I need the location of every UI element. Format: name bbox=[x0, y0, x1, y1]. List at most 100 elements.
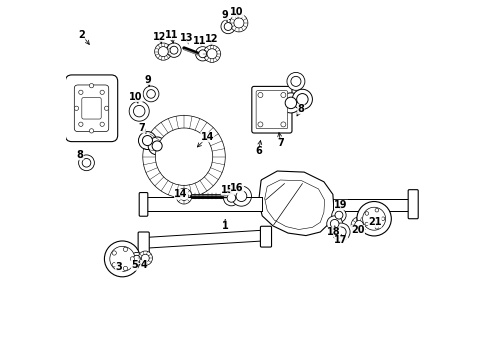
FancyBboxPatch shape bbox=[139, 193, 148, 216]
Circle shape bbox=[180, 192, 188, 201]
Text: 6: 6 bbox=[255, 146, 262, 156]
Circle shape bbox=[363, 207, 386, 230]
Circle shape bbox=[147, 90, 155, 98]
Text: 12: 12 bbox=[205, 35, 219, 44]
Circle shape bbox=[285, 97, 296, 109]
Text: 10: 10 bbox=[230, 7, 244, 17]
Text: 11: 11 bbox=[165, 30, 178, 40]
Circle shape bbox=[199, 50, 207, 58]
Circle shape bbox=[230, 14, 248, 32]
Circle shape bbox=[100, 90, 104, 94]
Circle shape bbox=[138, 251, 152, 265]
Circle shape bbox=[365, 212, 368, 215]
FancyBboxPatch shape bbox=[141, 197, 262, 211]
Circle shape bbox=[287, 72, 305, 90]
FancyBboxPatch shape bbox=[82, 98, 101, 119]
Circle shape bbox=[79, 122, 83, 126]
Circle shape bbox=[123, 247, 127, 252]
FancyBboxPatch shape bbox=[260, 226, 271, 247]
Circle shape bbox=[143, 116, 225, 198]
Circle shape bbox=[110, 246, 135, 271]
Circle shape bbox=[167, 43, 181, 57]
Circle shape bbox=[227, 194, 236, 202]
Circle shape bbox=[221, 19, 235, 34]
FancyBboxPatch shape bbox=[65, 75, 118, 141]
Text: 2: 2 bbox=[78, 30, 85, 40]
Circle shape bbox=[196, 46, 210, 61]
FancyBboxPatch shape bbox=[408, 190, 418, 219]
FancyBboxPatch shape bbox=[74, 85, 109, 132]
FancyBboxPatch shape bbox=[138, 232, 149, 254]
Circle shape bbox=[281, 122, 286, 127]
Circle shape bbox=[355, 221, 364, 229]
Circle shape bbox=[330, 220, 339, 228]
Circle shape bbox=[332, 208, 346, 222]
Circle shape bbox=[78, 155, 95, 171]
Circle shape bbox=[207, 49, 217, 59]
Circle shape bbox=[158, 46, 168, 57]
Circle shape bbox=[335, 211, 343, 219]
Text: 20: 20 bbox=[351, 225, 365, 235]
Text: 12: 12 bbox=[153, 32, 167, 41]
Text: 14: 14 bbox=[174, 189, 188, 199]
Circle shape bbox=[281, 93, 286, 98]
Circle shape bbox=[365, 222, 368, 226]
Circle shape bbox=[375, 225, 379, 229]
Circle shape bbox=[224, 23, 232, 31]
Circle shape bbox=[258, 122, 263, 127]
Circle shape bbox=[336, 227, 346, 237]
Circle shape bbox=[176, 188, 192, 204]
Circle shape bbox=[155, 128, 213, 185]
Text: 9: 9 bbox=[144, 75, 151, 85]
Circle shape bbox=[104, 106, 109, 111]
Text: 4: 4 bbox=[141, 260, 147, 270]
Text: 1: 1 bbox=[222, 221, 229, 231]
Circle shape bbox=[375, 208, 379, 212]
Circle shape bbox=[143, 86, 159, 102]
Circle shape bbox=[148, 137, 166, 155]
Text: 21: 21 bbox=[368, 217, 382, 227]
Circle shape bbox=[170, 46, 178, 54]
Circle shape bbox=[236, 191, 247, 202]
Text: 8: 8 bbox=[297, 104, 304, 114]
Circle shape bbox=[130, 252, 143, 265]
Circle shape bbox=[100, 122, 104, 126]
Circle shape bbox=[123, 266, 127, 271]
Text: 15: 15 bbox=[221, 185, 235, 195]
Circle shape bbox=[327, 216, 343, 231]
Text: 8: 8 bbox=[76, 150, 83, 160]
Circle shape bbox=[223, 190, 239, 206]
Circle shape bbox=[104, 241, 140, 277]
Text: 14: 14 bbox=[200, 132, 214, 142]
Circle shape bbox=[293, 89, 313, 109]
Circle shape bbox=[296, 94, 308, 105]
Circle shape bbox=[112, 263, 117, 267]
Circle shape bbox=[203, 45, 220, 62]
Circle shape bbox=[231, 186, 251, 206]
Circle shape bbox=[258, 93, 263, 98]
Text: 5: 5 bbox=[131, 260, 138, 270]
Text: 7: 7 bbox=[139, 123, 146, 133]
Circle shape bbox=[357, 202, 392, 236]
Circle shape bbox=[351, 217, 367, 233]
Circle shape bbox=[82, 158, 91, 167]
Circle shape bbox=[130, 257, 135, 261]
Circle shape bbox=[155, 43, 172, 60]
Text: 9: 9 bbox=[222, 10, 229, 20]
FancyBboxPatch shape bbox=[252, 86, 292, 133]
Circle shape bbox=[381, 217, 385, 221]
Circle shape bbox=[133, 105, 145, 117]
Text: 11: 11 bbox=[194, 36, 207, 46]
Text: 18: 18 bbox=[327, 227, 341, 237]
Circle shape bbox=[89, 84, 94, 88]
Circle shape bbox=[143, 135, 152, 145]
PathPatch shape bbox=[259, 171, 334, 235]
Circle shape bbox=[291, 76, 301, 86]
Text: 3: 3 bbox=[115, 262, 122, 272]
Circle shape bbox=[332, 223, 350, 241]
FancyBboxPatch shape bbox=[333, 199, 410, 211]
Circle shape bbox=[74, 106, 78, 111]
Text: 17: 17 bbox=[334, 235, 348, 245]
Text: 19: 19 bbox=[334, 200, 348, 210]
Circle shape bbox=[139, 132, 156, 149]
